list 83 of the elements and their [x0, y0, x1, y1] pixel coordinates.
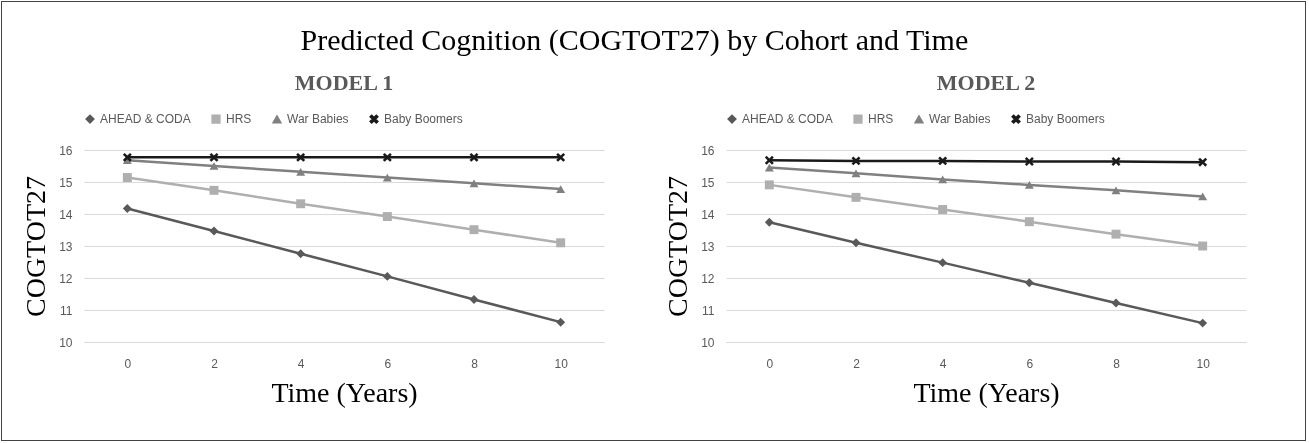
- point: [1024, 217, 1034, 227]
- x-tick-label: 2: [211, 356, 219, 371]
- chart-title: Predicted Cognition (COGTOT27) by Cohort and Time: [300, 23, 969, 57]
- point: [382, 271, 392, 281]
- point: [1111, 298, 1121, 308]
- y-tick-label: 10: [59, 335, 73, 350]
- point: [209, 226, 219, 236]
- x-tick-label: 0: [124, 356, 132, 371]
- y-tick-label: 14: [59, 207, 73, 222]
- point: [1198, 157, 1208, 167]
- point: [296, 249, 306, 259]
- point: [209, 152, 219, 162]
- y-tick-label: 12: [701, 271, 715, 286]
- point: [938, 205, 948, 214]
- point: [1111, 186, 1121, 195]
- point: [1024, 278, 1034, 288]
- x-axis-title: Time (Years): [913, 376, 1060, 408]
- x-axis-title: Time (Years): [271, 376, 418, 408]
- y-tick-label: 13: [59, 239, 73, 254]
- point: [1198, 318, 1208, 328]
- x-tick-label: 4: [939, 356, 947, 371]
- legend-label: AHEAD & CODA: [742, 112, 833, 127]
- y-tick-label: 11: [702, 303, 715, 318]
- y-tick-label: 16: [701, 143, 715, 158]
- point: [296, 199, 306, 209]
- x-tick-label: 10: [554, 356, 569, 371]
- point: [556, 317, 566, 327]
- legend-label: War Babies: [929, 112, 991, 127]
- point: [556, 152, 566, 162]
- x-tick-label: 4: [297, 356, 305, 371]
- point: [851, 169, 861, 178]
- y-axis-title: COGTOT27: [662, 175, 694, 318]
- y-tick-label: 16: [59, 143, 73, 158]
- point: [851, 238, 861, 248]
- point: [296, 167, 306, 176]
- point: [764, 155, 774, 165]
- point: [556, 238, 566, 248]
- x-tick-label: 6: [1026, 356, 1034, 371]
- y-tick-label: 15: [701, 175, 715, 190]
- point: [938, 156, 948, 166]
- point: [1111, 229, 1121, 239]
- point: [1024, 181, 1034, 189]
- y-tick-label: 11: [60, 303, 73, 318]
- x-tick-label: 2: [853, 356, 861, 371]
- point: [122, 204, 132, 214]
- point: [469, 152, 479, 162]
- point: [122, 152, 132, 162]
- point: [296, 152, 306, 162]
- point: [122, 173, 132, 182]
- point: [1198, 241, 1208, 251]
- x-tick-label: 8: [1113, 356, 1121, 371]
- x-tick-label: 0: [766, 356, 774, 371]
- legend-label: War Babies: [287, 112, 349, 127]
- legend-label: Baby Boomers: [1026, 112, 1105, 127]
- legend-label: Baby Boomers: [384, 112, 463, 127]
- point: [382, 212, 392, 222]
- x-tick-label: 6: [384, 356, 392, 371]
- x-tick-label: 8: [471, 356, 479, 371]
- point: [1111, 157, 1121, 166]
- point: [469, 225, 479, 235]
- point: [851, 192, 861, 202]
- point: [469, 294, 479, 304]
- point: [938, 258, 948, 268]
- chart-subtitle: MODEL 1: [294, 70, 394, 95]
- point: [209, 185, 219, 195]
- legend-label: HRS: [868, 112, 894, 127]
- point: [764, 180, 774, 190]
- point: [1198, 192, 1208, 201]
- legend-label: HRS: [226, 112, 252, 127]
- y-axis-title: COGTOT27: [20, 175, 52, 318]
- y-tick-label: 15: [59, 175, 73, 190]
- chart-subtitle: MODEL 2: [936, 70, 1036, 95]
- point: [469, 179, 479, 188]
- x-tick-label: 10: [1196, 356, 1211, 371]
- point: [382, 152, 392, 162]
- y-tick-label: 14: [701, 207, 715, 222]
- point: [209, 162, 219, 170]
- point: [556, 185, 566, 193]
- y-tick-label: 12: [59, 271, 73, 286]
- point: [764, 217, 774, 227]
- y-tick-label: 13: [701, 239, 715, 254]
- legend-label: AHEAD & CODA: [100, 112, 191, 127]
- y-tick-label: 10: [701, 335, 715, 350]
